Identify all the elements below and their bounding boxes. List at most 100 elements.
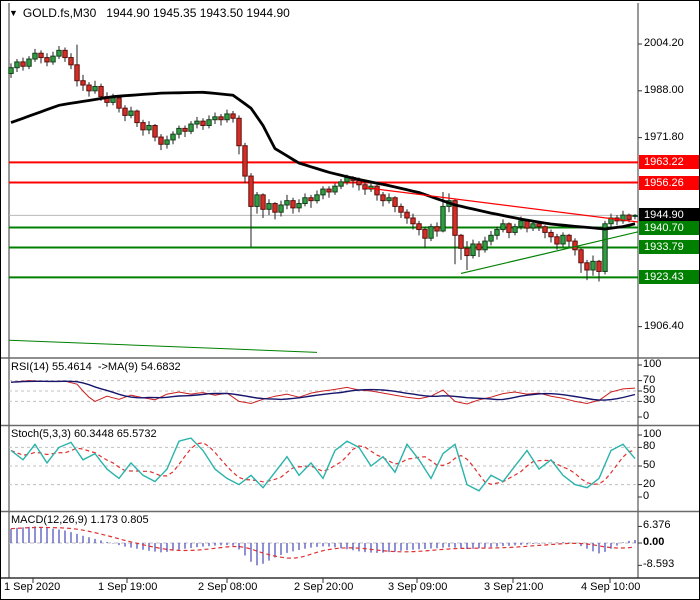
candle-body <box>146 124 152 131</box>
candle-body <box>236 117 242 147</box>
price-badge: 1923.43 <box>639 270 699 285</box>
macd-signal-line <box>10 526 636 559</box>
candle-body <box>272 203 278 213</box>
candle-body <box>44 57 50 63</box>
candle-body <box>458 234 464 249</box>
candle-body <box>128 110 134 116</box>
chart-title: ▼ GOLD.fs,M30 1944.90 1945.35 1943.50 1944… <box>9 6 290 20</box>
candle-body <box>284 200 290 206</box>
candle-body <box>164 139 170 145</box>
candle-body <box>542 226 548 233</box>
time-axis-label: 2 Sep 08:00 <box>198 581 258 593</box>
candle-body <box>80 80 86 86</box>
candle-body <box>230 113 236 119</box>
price-axis-label: 2004.20 <box>644 37 684 49</box>
macd-axis-label: 0.00 <box>643 536 665 548</box>
stoch-k-line <box>10 437 636 492</box>
candle-body <box>416 223 422 231</box>
stoch-axis-label: 80 <box>643 440 656 453</box>
candle-body <box>476 243 482 251</box>
candle-body <box>50 55 56 63</box>
candle-body <box>320 188 326 196</box>
candle-body <box>266 203 272 210</box>
stoch-axis-label: 50 <box>643 459 656 471</box>
candle-body <box>8 67 14 74</box>
candle-body <box>260 194 266 210</box>
candle-body <box>134 110 140 124</box>
candle-body <box>32 52 38 60</box>
price-badge: 1963.22 <box>639 155 699 170</box>
candle-body <box>464 247 470 257</box>
candle-body <box>536 223 542 228</box>
time-axis-label: 1 Sep 19:00 <box>98 581 158 593</box>
candle-body <box>434 226 440 232</box>
moving-average-line <box>10 90 636 231</box>
candle-body <box>440 205 446 232</box>
rsi-ma-line <box>10 380 636 401</box>
candle-body <box>290 200 296 209</box>
price-axis-label: 1988.00 <box>644 83 684 96</box>
resistance-trendline <box>364 187 639 223</box>
candle-body <box>374 185 380 196</box>
rsi-axis-label: 50 <box>643 384 656 396</box>
candle-body <box>194 120 200 125</box>
candle-body <box>494 229 500 236</box>
candle-body <box>26 58 32 67</box>
rsi-axis-label: 0 <box>643 410 650 422</box>
candle-body <box>362 184 368 190</box>
price-badge: 1956.26 <box>639 175 699 190</box>
rsi-axis-label: 100 <box>643 358 662 370</box>
candle-body <box>488 234 494 242</box>
time-axis-label: 2 Sep 20:00 <box>294 581 354 593</box>
candle-body <box>332 185 338 193</box>
candle-body <box>584 262 590 271</box>
price-axis-label: 1971.80 <box>644 130 684 143</box>
candle-body <box>254 194 260 207</box>
candle-body <box>482 240 488 251</box>
candle-body <box>110 97 116 103</box>
candle-body <box>188 123 194 132</box>
stoch-axis-label: 0 <box>643 490 650 502</box>
support-trendline <box>9 339 318 353</box>
candle-body <box>506 223 512 233</box>
collapse-objects-icon[interactable]: ▼ <box>9 8 18 18</box>
candle-body <box>518 220 524 228</box>
time-axis-label: 1 Sep 2020 <box>4 581 61 593</box>
candle-body <box>554 236 560 245</box>
candle-body <box>500 223 506 231</box>
candle-body <box>56 49 62 57</box>
candle-body <box>314 194 320 202</box>
candle-body <box>386 197 392 202</box>
candle-body <box>326 188 332 193</box>
candle-body <box>248 175 254 207</box>
candle-body <box>422 229 428 239</box>
time-axis-label: 3 Sep 21:00 <box>484 581 544 593</box>
candle-body <box>38 52 44 59</box>
candle-body <box>182 127 188 132</box>
candle-body <box>218 116 224 121</box>
price-badge: 1933.79 <box>639 240 699 255</box>
candle-body <box>302 197 308 205</box>
candle-body <box>392 197 398 207</box>
candle-body <box>524 220 530 229</box>
candle-body <box>20 61 26 67</box>
price-badge: 1944.90 <box>639 208 699 223</box>
candle-body <box>14 61 20 69</box>
candle-body <box>176 127 182 135</box>
rsi-line <box>10 380 636 405</box>
time-axis-label: 3 Sep 09:00 <box>388 581 448 593</box>
macd-indicator-label: MACD(12,26,9) 1.173 0.805 <box>11 514 149 526</box>
candle-body <box>74 64 80 82</box>
stoch-axis-label: 20 <box>643 477 656 490</box>
candle-body <box>62 49 68 59</box>
candle-body <box>608 217 614 225</box>
candle-body <box>578 249 584 264</box>
candle-body <box>140 122 146 131</box>
candle-body <box>206 119 212 126</box>
candle-body <box>68 57 74 66</box>
stoch-indicator-label: Stoch(5,3,3) 60.3448 65.5732 <box>11 428 157 440</box>
candle-body <box>200 120 206 126</box>
candle-body <box>470 243 476 257</box>
